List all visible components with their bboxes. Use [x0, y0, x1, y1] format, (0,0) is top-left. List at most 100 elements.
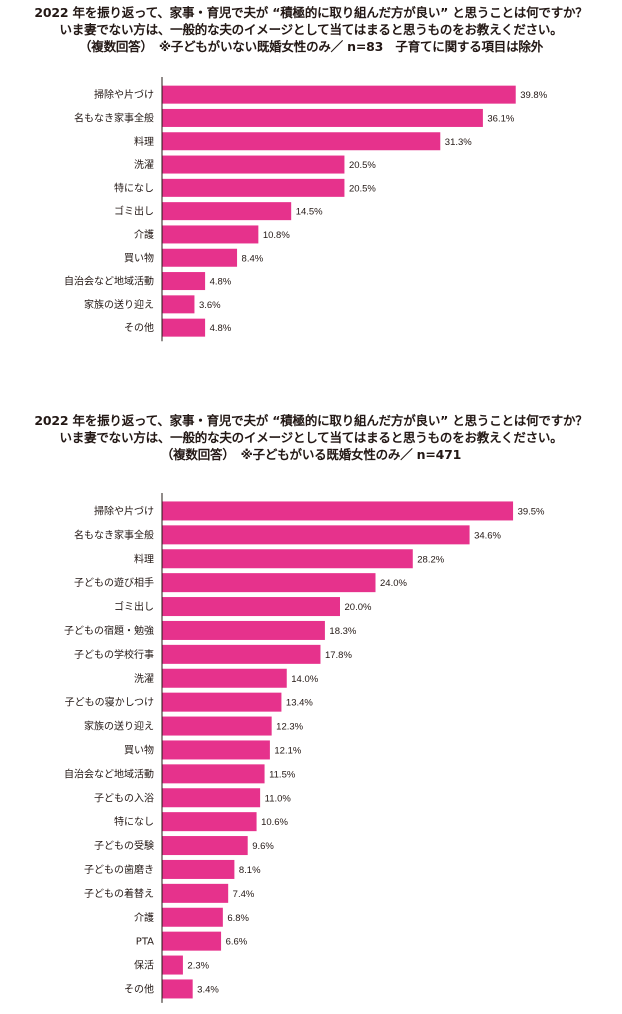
chart-2-category-label: 名もなき家事全般 [74, 528, 154, 541]
chart-1-bar [162, 132, 441, 151]
chart-1-bar [162, 85, 516, 104]
chart-2-category-label: 子どもの入浴 [94, 792, 154, 804]
chart-2-bar [162, 501, 514, 521]
chart-2-value-label: 13.4% [286, 698, 313, 709]
chart-2-category-label: 洗濯 [134, 673, 154, 685]
chart-1-category-label: 洗濯 [134, 159, 154, 171]
chart-1-value-label: 10.8% [263, 230, 290, 241]
chart-2-value-label: 12.1% [274, 745, 301, 756]
chart-1-category-label: 掃除や片づけ [94, 88, 154, 101]
chart-2-bar [162, 668, 287, 688]
chart-2-value-label: 7.4% [233, 889, 255, 900]
chart-2-title-line-2: いま妻でない方は、一般的な夫のイメージとして当てはまると思うものをお教えください… [59, 430, 563, 445]
chart-2-category-label: 子どもの歯磨き [84, 863, 154, 876]
chart-1-category-label: 介護 [134, 228, 154, 241]
chart-1-bar [162, 155, 345, 174]
chart-2-bar [162, 620, 325, 640]
chart-1-bar [162, 248, 238, 267]
chart-2-bar [162, 788, 261, 808]
chart-1-title-line-2: いま妻でない方は、一般的な夫のイメージとして当てはまると思うものをお教えください… [59, 22, 563, 37]
chart-1-value-label: 20.5% [349, 160, 376, 171]
chart-2-category-label: ゴミ出し [114, 600, 154, 613]
chart-2-value-label: 24.0% [380, 578, 407, 589]
chart-2-title: 2022 年を振り返って、家事・育児で夫が “積極的に取り組んだ方が良い” と思… [0, 412, 622, 463]
chart-1-value-label: 4.8% [210, 277, 232, 288]
chart-2-category-label: その他 [124, 982, 154, 995]
chart-2-bar [162, 573, 376, 593]
chart-2-value-label: 39.5% [518, 506, 545, 517]
chart-2-category-label: 子どもの学校行事 [74, 648, 154, 661]
chart-2-bar [162, 644, 321, 664]
chart-2-value-label: 20.0% [345, 602, 372, 613]
chart-2-category-label: 買い物 [124, 743, 154, 756]
chart-1-plot: 掃除や片づけ 39.8% 名もなき家事全般 36.1% 料理 31.3% 洗濯 20.5% 特に… [64, 77, 548, 342]
chart-2-bar [162, 931, 222, 951]
chart-2-category-label: 掃除や片づけ [94, 504, 154, 517]
chart-2-value-label: 9.6% [252, 841, 274, 852]
chart-1-value-label: 39.8% [520, 90, 547, 101]
chart-2-value-label: 11.5% [269, 769, 296, 780]
chart-2-bar [162, 692, 282, 712]
chart-1-value-label: 4.8% [210, 323, 232, 334]
chart-2-bar [162, 597, 340, 617]
chart-2-bar [162, 716, 272, 736]
chart-2-category-label: 介護 [134, 911, 154, 924]
chart-1-bar [162, 318, 206, 337]
chart-1-bar [162, 225, 259, 244]
chart-2-category-label: 特になし [114, 816, 154, 828]
chart-2-value-label: 28.2% [417, 554, 444, 565]
chart-2: 2022 年を振り返って、家事・育児で夫が “積極的に取り組んだ方が良い” と思… [0, 412, 622, 463]
chart-1-value-label: 20.5% [349, 183, 376, 194]
chart-2-bar [162, 907, 223, 927]
chart-1-bar [162, 108, 483, 127]
chart-1-title: 2022 年を振り返って、家事・育児で夫が “積極的に取り組んだ方が良い” と思… [0, 0, 622, 55]
chart-2-bar [162, 740, 270, 760]
chart-2-category-label: 子どもの寝かしつけ [65, 696, 154, 709]
chart-1: 2022 年を振り返って、家事・育児で夫が “積極的に取り組んだ方が良い” と思… [0, 0, 622, 55]
chart-1-category-label: 名もなき家事全般 [74, 111, 154, 124]
chart-2-category-label: 子どもの着替え [84, 887, 154, 900]
chart-2-value-label: 6.6% [226, 937, 248, 948]
chart-1-value-label: 31.3% [445, 137, 472, 148]
chart-1-value-label: 14.5% [296, 207, 323, 218]
chart-2-title-line-1: 2022 年を振り返って、家事・育児で夫が “積極的に取り組んだ方が良い” と思… [34, 413, 588, 428]
chart-1-category-label: その他 [124, 321, 154, 334]
chart-2-category-label: PTA [136, 937, 154, 948]
chart-2-category-label: 子どもの宿題・勉強 [64, 624, 154, 637]
chart-2-bar [162, 836, 248, 856]
chart-2-value-label: 12.3% [276, 722, 303, 733]
chart-2-value-label: 2.3% [187, 961, 209, 972]
chart-1-title-line-3: （複数回答） ※子どもがいない既婚女性のみ／ n=83 子育てに関する項目は除外 [78, 39, 544, 54]
chart-2-bar [162, 979, 193, 999]
chart-2-bar [162, 859, 235, 879]
chart-2-value-label: 14.0% [291, 674, 318, 685]
chart-2-title-line-3: （複数回答） ※子どもがいる既婚女性のみ／ n=471 [160, 447, 462, 462]
chart-1-value-label: 8.4% [242, 253, 264, 264]
chart-2-value-label: 8.1% [239, 865, 261, 876]
chart-1-category-label: 買い物 [124, 251, 154, 264]
chart-2-value-label: 34.6% [474, 530, 501, 541]
chart-1-bar [162, 295, 195, 314]
chart-2-value-label: 6.8% [227, 913, 249, 924]
chart-2-category-label: 保活 [134, 959, 154, 972]
chart-2-value-label: 17.8% [325, 650, 352, 661]
chart-2-bar [162, 812, 257, 832]
chart-2-bar [162, 525, 470, 545]
chart-2-value-label: 3.4% [197, 984, 219, 995]
chart-1-category-label: 料理 [134, 135, 154, 148]
chart-2-value-label: 10.6% [261, 817, 288, 828]
chart-2-category-label: 自治会など地域活動 [64, 767, 154, 780]
chart-2-category-label: 料理 [134, 552, 154, 565]
chart-2-value-label: 11.0% [265, 793, 292, 804]
chart-1-category-label: ゴミ出し [114, 205, 154, 218]
chart-1-bar [162, 272, 206, 291]
chart-2-category-label: 子どもの受験 [94, 839, 154, 852]
chart-2-bar [162, 764, 265, 784]
chart-1-category-label: 特になし [114, 182, 154, 194]
chart-1-value-label: 36.1% [487, 113, 514, 124]
chart-1-bar [162, 178, 345, 197]
chart-2-bar [162, 955, 183, 975]
chart-2-category-label: 家族の送り迎え [84, 720, 154, 733]
chart-1-category-label: 家族の送り迎え [84, 298, 154, 311]
chart-2-bar [162, 883, 229, 903]
